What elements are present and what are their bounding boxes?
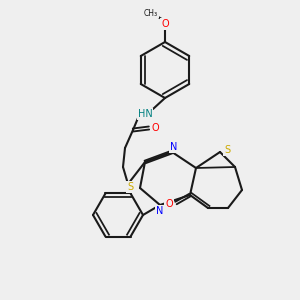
Text: O: O (161, 19, 169, 29)
Text: HN: HN (138, 109, 152, 119)
Text: N: N (156, 206, 164, 216)
Text: N: N (170, 142, 178, 152)
Text: O: O (151, 123, 159, 133)
Text: CH₃: CH₃ (144, 8, 158, 17)
Text: S: S (127, 182, 133, 192)
Text: S: S (224, 145, 230, 155)
Text: O: O (165, 199, 173, 209)
